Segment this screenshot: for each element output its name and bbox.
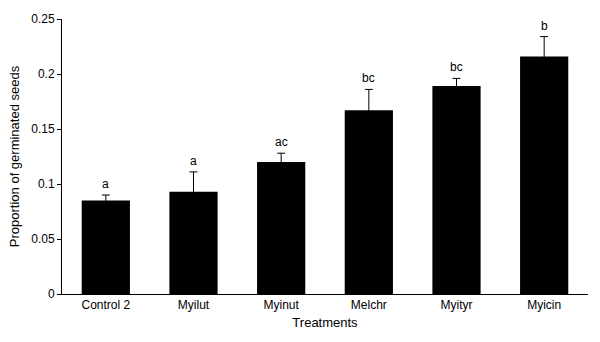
svg-text:bc: bc: [450, 60, 463, 74]
svg-text:a: a: [190, 154, 197, 168]
svg-text:Proportion of germinated seeds: Proportion of germinated seeds: [7, 65, 22, 247]
svg-text:Treatments: Treatments: [292, 315, 358, 330]
svg-text:0.1: 0.1: [38, 177, 55, 191]
svg-text:0.2: 0.2: [38, 67, 55, 81]
svg-text:0.25: 0.25: [31, 12, 55, 26]
svg-text:0.15: 0.15: [31, 122, 55, 136]
svg-text:Control 2: Control 2: [81, 298, 130, 312]
svg-text:Myilut: Myilut: [178, 298, 210, 312]
svg-text:bc: bc: [362, 71, 375, 85]
svg-text:Melchr: Melchr: [351, 298, 387, 312]
svg-text:0.05: 0.05: [31, 232, 55, 246]
svg-text:ac: ac: [275, 135, 288, 149]
svg-text:a: a: [102, 177, 109, 191]
svg-text:Myityr: Myityr: [441, 298, 473, 312]
svg-text:Myinut: Myinut: [263, 298, 299, 312]
svg-text:Myicin: Myicin: [527, 298, 561, 312]
svg-text:b: b: [541, 19, 548, 33]
svg-text:0: 0: [48, 287, 55, 301]
